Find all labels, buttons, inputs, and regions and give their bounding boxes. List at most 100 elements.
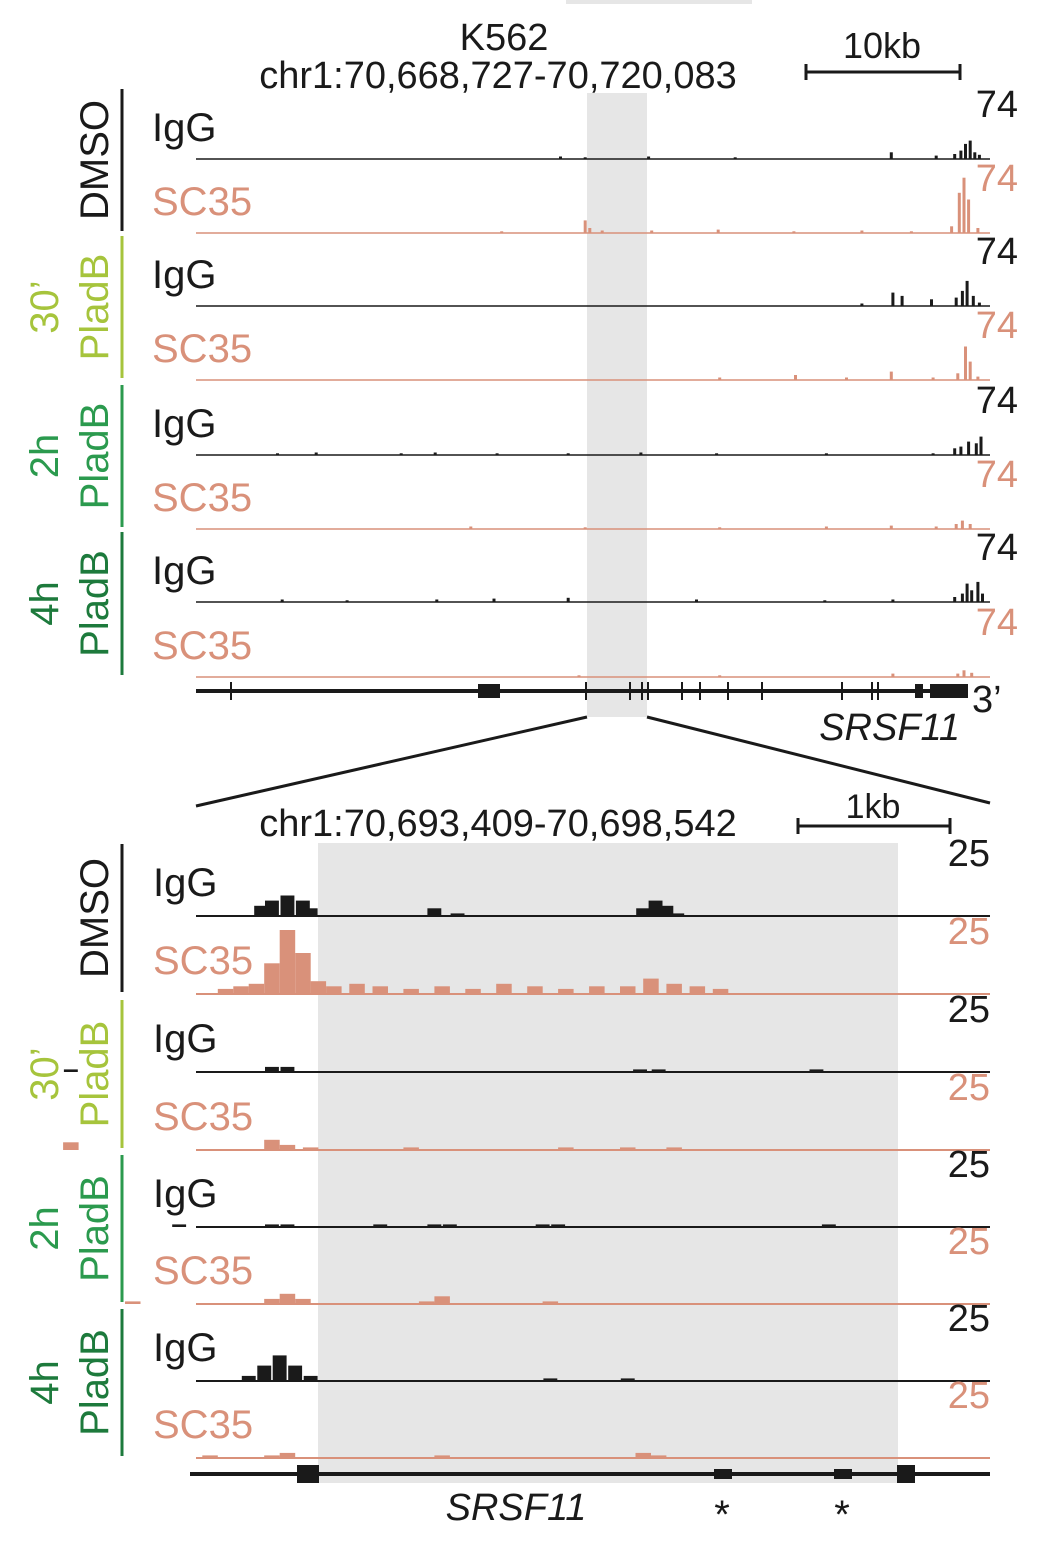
signal-bar (953, 597, 957, 602)
overview-tracks: IgG74SC3574IgG74SC3574IgG74SC3574IgG74SC… (152, 84, 1018, 678)
signal-bar (792, 231, 796, 233)
track-overview-5: IgG 74 (152, 380, 1018, 456)
zoom-highlight-band (318, 843, 898, 1483)
track-zoom-5: IgG 25 (153, 1144, 990, 1228)
signal-bar (891, 673, 895, 677)
signal-bar (962, 670, 966, 677)
signal-bar (248, 983, 265, 994)
signal-bar (981, 593, 984, 602)
signal-bar (956, 373, 960, 380)
track-max-label: 25 (948, 989, 990, 1031)
signal-bar (620, 1147, 636, 1150)
signal-bar (845, 377, 848, 380)
track-zoom-6: SC35 25 (125, 1221, 990, 1305)
signal-bar (824, 453, 828, 455)
signal-bar (965, 583, 969, 602)
signal-bar (551, 1224, 566, 1227)
signal-bar (583, 220, 587, 233)
condition-label: PladB (73, 1175, 117, 1282)
track-label-sc35: SC35 (153, 1249, 253, 1293)
signal-bar (279, 1144, 296, 1150)
track-max-label: 25 (948, 1298, 990, 1340)
signal-bar (962, 177, 966, 233)
signal-bar (809, 1069, 824, 1072)
signal-bar (500, 231, 504, 233)
track-label-igg: IgG (152, 106, 216, 150)
overview-scale-bar-label: 10kb (843, 25, 921, 66)
signal-bar (279, 930, 296, 994)
signal-bar (934, 526, 938, 529)
signal-bar (427, 908, 442, 916)
signal-bar (977, 302, 981, 306)
signal-bar (433, 452, 437, 455)
gene-exon-block (714, 1469, 732, 1479)
signal-bar (636, 908, 651, 916)
signal-bar (931, 377, 935, 380)
zoom-tracks: IgG25SC3525IgG25SC3525IgG25SC3525IgG25SC… (63, 833, 990, 1459)
track-max-label: 74 (976, 305, 1018, 347)
signal-bar (956, 673, 960, 677)
track-zoom-1: IgG 25 (153, 833, 990, 917)
signal-bar (860, 230, 864, 233)
signal-bar (930, 299, 933, 306)
signal-bar (824, 526, 828, 529)
signal-bar (434, 986, 450, 994)
overview-gene-name: SRSF11 (819, 707, 960, 749)
signal-bar (712, 988, 729, 994)
signal-bar (434, 1455, 450, 1458)
zoom-connector-right (646, 715, 991, 805)
signal-bar (279, 1452, 296, 1458)
signal-bar (280, 1224, 295, 1227)
track-max-label: 25 (948, 1144, 990, 1186)
track-zoom-8: SC35 25 (153, 1375, 990, 1459)
signal-bar (968, 524, 972, 529)
signal-bar (670, 913, 685, 916)
track-overview-4: SC35 74 (152, 305, 1018, 381)
signal-bar (558, 1147, 574, 1150)
track-label-sc35: SC35 (152, 624, 252, 668)
signal-bar (349, 983, 365, 994)
signal-bar (971, 295, 975, 306)
track-label-sc35: SC35 (153, 939, 253, 983)
signal-bar (666, 1147, 682, 1150)
signal-bar (957, 192, 961, 233)
signal-bar (442, 1224, 457, 1227)
track-overview-8: SC35 74 (152, 602, 1018, 678)
signal-bar (558, 988, 574, 994)
signal-bar (373, 1224, 388, 1227)
condition-label: PladB (73, 403, 117, 510)
signal-bar (967, 199, 971, 233)
signal-bar (976, 581, 980, 602)
signal-bar (954, 524, 958, 529)
signal-bar (265, 1066, 279, 1072)
signal-bar (979, 436, 983, 455)
track-label-sc35: SC35 (152, 327, 252, 371)
signal-bar (891, 599, 895, 602)
signal-bar (403, 988, 419, 994)
signal-bar (295, 1298, 311, 1304)
gene-exon-block (834, 1469, 852, 1479)
condition-label: DMSO (73, 100, 117, 220)
signal-bar (976, 376, 980, 380)
signal-bar (264, 1298, 280, 1304)
track-zoom-7: IgG 25 (153, 1298, 990, 1382)
track-overview-3: IgG 74 (152, 231, 1018, 307)
signal-bar (964, 346, 967, 380)
zoom-scale-bar (796, 818, 952, 834)
signal-bar (310, 981, 327, 994)
signal-bar (125, 1301, 141, 1304)
signal-bar (860, 303, 864, 306)
cropped-top-mark (566, 0, 752, 4)
signal-bar (889, 525, 893, 529)
zoom-region-label: chr1:70,693,409-70,698,542 (259, 803, 737, 845)
signal-bar (960, 520, 964, 529)
signal-bar (495, 453, 499, 455)
signal-bar (909, 231, 913, 233)
track-label-igg: IgG (152, 549, 216, 593)
signal-bar (542, 1301, 559, 1304)
signal-bar (372, 986, 388, 994)
